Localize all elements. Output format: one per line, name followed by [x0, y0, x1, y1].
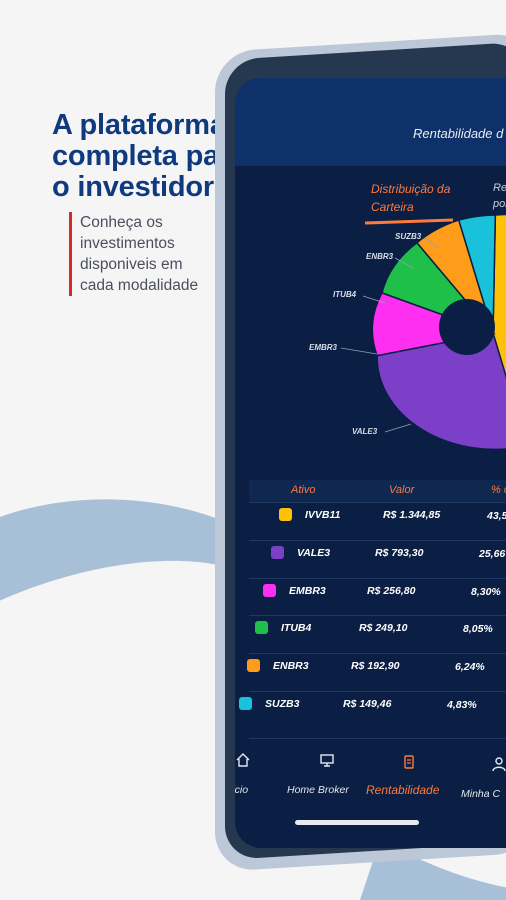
phone-screen: Rentabilidade d Distribuição da Carteira…	[235, 78, 506, 848]
asset-percent: 6,24%	[455, 661, 485, 673]
user-icon	[492, 757, 506, 772]
nav-minha-conta[interactable]: Minha C	[461, 788, 501, 800]
asset-name: SUZB3	[265, 698, 300, 710]
row-divider	[249, 502, 506, 503]
pie-center-hole	[439, 299, 495, 355]
asset-color-swatch	[247, 659, 260, 672]
col-valor: Valor	[389, 484, 415, 496]
row-divider	[249, 691, 506, 692]
asset-value: R$ 1.344,85	[383, 509, 441, 521]
header-title: Rentabilidade d	[413, 126, 504, 141]
row-divider	[249, 615, 506, 616]
asset-color-swatch	[255, 621, 268, 634]
promo-title: A plataforma completa para o investidor	[52, 109, 247, 203]
asset-percent: 8,05%	[463, 623, 493, 635]
table-header	[249, 480, 506, 502]
pie-label-itub4: ITUB4	[333, 290, 357, 299]
asset-percent: 43,5	[487, 510, 506, 522]
pie-leader-line	[384, 423, 412, 433]
asset-color-swatch	[239, 697, 252, 710]
asset-value: R$ 249,10	[359, 622, 408, 634]
nav-inicio[interactable]: Início	[235, 784, 249, 796]
pie-label-enbr3: ENBR3	[366, 252, 394, 261]
asset-value: R$ 149,46	[343, 698, 392, 710]
asset-name: IVVB11	[305, 509, 341, 521]
monitor-icon	[320, 754, 334, 767]
nav-rentabilidade[interactable]: Rentabilidade	[366, 783, 440, 797]
asset-color-swatch	[263, 584, 276, 597]
asset-name: EMBR3	[289, 585, 326, 597]
screen-header	[235, 78, 506, 166]
clipboard-icon	[404, 755, 414, 769]
tab-label: Carteira	[371, 200, 414, 214]
asset-color-swatch	[271, 546, 284, 559]
col-ativo: Ativo	[291, 484, 316, 496]
asset-percent: 8,30%	[471, 586, 501, 598]
row-divider	[249, 653, 506, 654]
asset-value: R$ 192,90	[351, 660, 400, 672]
row-divider	[249, 578, 506, 579]
pie-leader-line	[340, 347, 378, 355]
asset-name: ENBR3	[273, 660, 309, 672]
tab-label: por	[493, 198, 506, 210]
asset-value: R$ 793,30	[375, 547, 424, 559]
pie-slice-suzb3	[457, 214, 497, 334]
pie-label-vale3: VALE3	[352, 427, 378, 436]
asset-percent: 25,66	[479, 548, 506, 560]
portfolio-pie-chart	[340, 213, 506, 451]
home-icon	[236, 753, 250, 767]
nav-home-broker[interactable]: Home Broker	[287, 784, 349, 796]
pie-leader-line	[394, 257, 414, 269]
tab-label: Distribuição da	[371, 182, 451, 196]
pie-slice-ivvb11	[492, 213, 506, 379]
pie-label-embr3: EMBR3	[309, 343, 338, 352]
asset-name: ITUB4	[281, 622, 312, 634]
tab-label: Re	[493, 182, 506, 194]
asset-name: VALE3	[297, 547, 331, 559]
pie-leader-line	[424, 237, 440, 249]
col-percent: % c	[491, 484, 506, 496]
pie-label-suzb3: SUZB3	[395, 232, 422, 241]
tab-rentabilidade-por[interactable]: Re por	[493, 180, 506, 212]
row-divider	[249, 540, 506, 541]
tab-distribuicao-carteira[interactable]: Distribuição da Carteira	[371, 180, 450, 216]
promo-subtitle: Conheça os investimentos disponiveis em …	[69, 212, 250, 296]
pie-slice-vale3	[376, 332, 506, 451]
pie-leader-line	[362, 295, 386, 304]
asset-color-swatch	[279, 508, 292, 521]
home-indicator	[295, 820, 419, 825]
nav-divider	[249, 738, 506, 739]
asset-value: R$ 256,80	[367, 585, 416, 597]
asset-percent: 4,83%	[447, 699, 477, 711]
